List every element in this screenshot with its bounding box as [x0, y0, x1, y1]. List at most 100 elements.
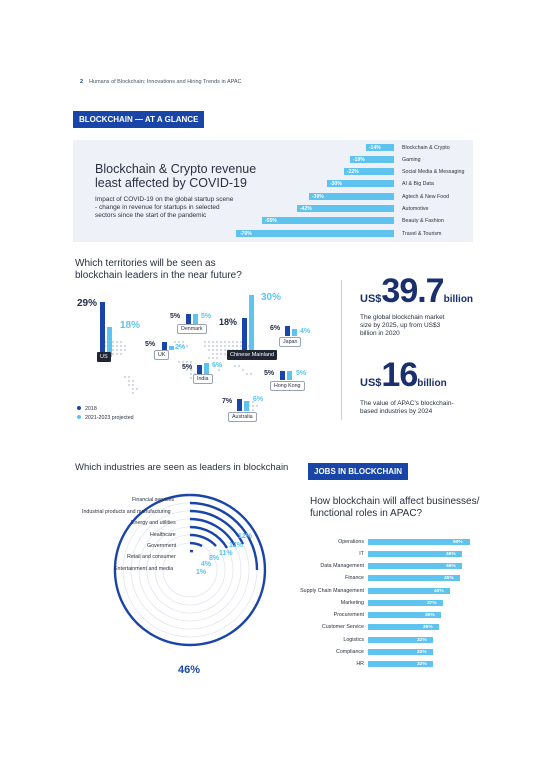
- market-stat-1: US$39.7billion: [360, 272, 474, 310]
- glance-bar: [236, 230, 394, 237]
- jobs-bar: [368, 637, 433, 643]
- jobs-bar: [368, 612, 441, 618]
- market-stat-2: US$16billion: [360, 356, 447, 394]
- glance-bar-label: Social Media & Messaging: [402, 169, 465, 175]
- australia-proj-value: 6%: [253, 396, 264, 403]
- china-2018-value: 18%: [219, 317, 238, 327]
- japan-proj-value: 4%: [300, 328, 311, 335]
- japan-2018-bar: [285, 326, 290, 336]
- jobs-bar-value: 37%: [427, 601, 437, 606]
- jobs-bar-value: 40%: [434, 589, 444, 594]
- glance-banner: BLOCKCHAIN — AT A GLANCE: [73, 111, 205, 128]
- glance-bar-value: -55%: [265, 218, 277, 224]
- uk-proj-bar: [169, 346, 174, 350]
- industry-label: Industrial products and manufacturing: [82, 509, 171, 515]
- india-2018-bar: [197, 365, 202, 374]
- glance-bar: [344, 168, 394, 175]
- jobs-bar-label: Data Management: [320, 563, 364, 569]
- jobs-bar-label: HR: [356, 661, 364, 667]
- page-number: 2: [80, 79, 84, 85]
- industry-label: Energy and utilities: [131, 520, 176, 526]
- jobs-bar-label: Marketing: [340, 600, 364, 606]
- glance-bar: [327, 180, 394, 187]
- industry-label: Financial services: [132, 497, 175, 503]
- legend-proj-swatch: [77, 415, 81, 419]
- glance-bar-label: Blockchain & Crypto: [402, 145, 450, 151]
- us-2018-value: 29%: [77, 298, 98, 309]
- jobs-bar: [368, 600, 443, 606]
- jobs-bar: [368, 649, 433, 655]
- jobs-bar-label: Finance: [345, 575, 364, 581]
- australia-2018-bar: [237, 399, 242, 411]
- uk-proj-value: 2%: [175, 344, 186, 351]
- jobs-bar-value: 32%: [417, 638, 427, 643]
- denmark-2018-value: 5%: [170, 313, 181, 320]
- glance-bar-value: -42%: [300, 206, 312, 212]
- jobs-bar-value: 35%: [423, 625, 433, 630]
- australia-2018-value: 7%: [222, 398, 233, 405]
- glance-bar-label: AI & Big Data: [402, 181, 434, 187]
- hongkong-2018-value: 5%: [264, 370, 275, 377]
- legend-2018: 2018: [77, 406, 97, 412]
- glance-description: Impact of COVID-19 on the global startup…: [95, 196, 234, 219]
- jobs-bar-label: Procurement: [333, 612, 364, 618]
- jobs-bar: [368, 539, 470, 545]
- glance-title: Blockchain & Crypto revenue least affect…: [95, 162, 257, 190]
- industries-radial-chart: [113, 493, 267, 647]
- hongkong-label: Hong Kong: [270, 381, 305, 391]
- hongkong-proj-bar: [287, 371, 292, 380]
- glance-bar-value: -14%: [369, 145, 381, 151]
- us-proj-bar: [107, 327, 112, 357]
- glance-bar-value: -30%: [330, 181, 342, 187]
- china-label: Chinese Mainland: [227, 350, 278, 360]
- australia-label: Australia: [228, 412, 257, 422]
- industry-label: Government: [147, 543, 177, 549]
- india-2018-value: 5%: [182, 364, 193, 371]
- denmark-proj-value: 5%: [201, 313, 212, 320]
- japan-2018-value: 6%: [270, 325, 281, 332]
- page-header: 2 Humans of Blockchain: Innovations and H…: [80, 79, 242, 85]
- denmark-label: Denmark: [177, 324, 207, 334]
- jobs-bar: [368, 624, 439, 630]
- jobs-bar-label: IT: [359, 551, 364, 557]
- glance-bar-label: Automotive: [402, 206, 429, 212]
- us-proj-value: 18%: [120, 320, 141, 331]
- industries-title: Which industries are seen as leaders in …: [75, 462, 289, 473]
- glance-bar-label: Agtech & New Food: [402, 194, 450, 200]
- glance-bar-value: -70%: [240, 231, 252, 237]
- glance-bar-value: -19%: [353, 157, 365, 163]
- industry-label: Healthcare: [150, 532, 176, 538]
- us-2018-bar: [100, 302, 105, 357]
- glance-bar: [366, 144, 394, 151]
- glance-bar: [262, 217, 394, 224]
- jobs-bar: [368, 551, 462, 557]
- jobs-bar-label: Logistics: [343, 637, 364, 643]
- hongkong-2018-bar: [280, 371, 285, 380]
- vertical-divider: [341, 280, 342, 420]
- uk-label: UK: [154, 350, 170, 360]
- india-proj-value: 6%: [212, 362, 223, 369]
- jobs-bar: [368, 661, 433, 667]
- glance-bar-value: -22%: [347, 169, 359, 175]
- industry-value: 12%: [238, 533, 253, 540]
- glance-bar: [297, 205, 394, 212]
- jobs-bar: [368, 575, 460, 581]
- jobs-bar-value: 45%: [444, 576, 454, 581]
- hongkong-proj-value: 5%: [296, 370, 307, 377]
- jobs-bar: [368, 563, 462, 569]
- japan-proj-bar: [292, 329, 297, 336]
- glance-bar: [350, 156, 394, 163]
- jobs-banner: JOBS IN BLOCKCHAIN: [308, 463, 409, 480]
- jobs-bar-value: 32%: [417, 662, 427, 667]
- glance-bar-value: -39%: [312, 194, 324, 200]
- india-label: India: [193, 374, 213, 384]
- industry-value: 8%: [209, 555, 220, 562]
- industry-label: Entertainment and media: [114, 566, 174, 572]
- jobs-bar-value: 32%: [417, 650, 427, 655]
- jobs-bar: [368, 588, 450, 594]
- page-header-title: Humans of Blockchain: Innovations and Hi…: [89, 79, 242, 85]
- glance-bar-label: Beauty & Fashion: [402, 218, 444, 224]
- territories-title: Which territories will be seen as blockc…: [75, 258, 242, 281]
- industry-label: Retail and consumer: [127, 554, 176, 560]
- china-proj-bar: [249, 295, 254, 350]
